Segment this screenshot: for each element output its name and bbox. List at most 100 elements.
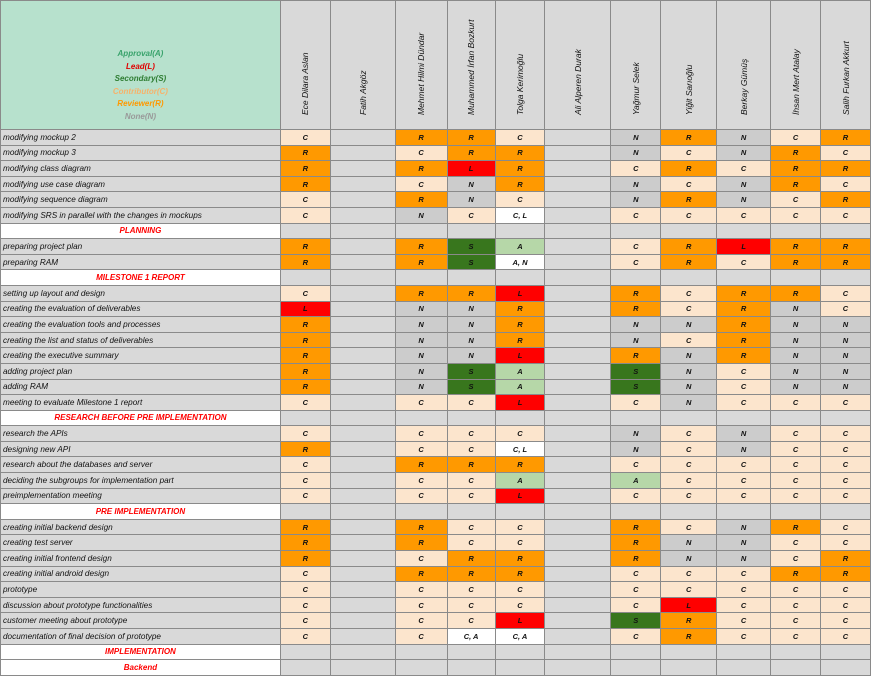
role-cell: C <box>446 581 496 598</box>
task-name: creating test server <box>0 534 281 552</box>
empty-cell <box>329 284 396 302</box>
member-header: İhsan Mert Atalay <box>770 0 821 130</box>
empty-cell <box>329 362 396 380</box>
empty-cell <box>329 409 396 427</box>
role-cell: R <box>610 347 662 364</box>
table-row: modifying sequence diagram C R N C N R N C R <box>0 191 871 208</box>
empty-cell <box>544 191 612 208</box>
role-cell: N <box>770 300 821 318</box>
role-cell: N <box>770 362 821 380</box>
empty-cell <box>329 191 396 208</box>
role-cell: R <box>770 144 821 162</box>
legend-item: Approval(A) <box>117 49 164 58</box>
empty-cell <box>544 144 612 162</box>
empty-cell <box>494 222 546 240</box>
table-row: creating test server R R C C R N N C C <box>0 534 871 552</box>
empty-cell <box>329 394 396 411</box>
task-name: research about the databases and server <box>0 456 281 474</box>
empty-cell <box>494 503 546 520</box>
role-cell: R <box>494 456 546 474</box>
table-row: preparing project plan R R S A C R L R R <box>0 238 871 255</box>
role-cell: L <box>660 596 718 614</box>
role-cell: L <box>716 238 772 255</box>
role-cell: R <box>610 550 662 567</box>
role-cell: N <box>446 300 496 318</box>
role-cell: C <box>610 581 662 598</box>
role-cell: R <box>820 253 871 271</box>
role-cell: N <box>770 316 821 333</box>
role-cell: N <box>770 331 821 349</box>
role-cell: R <box>770 284 821 302</box>
role-cell: C <box>394 472 448 489</box>
section-row: IMPLEMENTATION <box>0 643 871 661</box>
table-row: research the APIs C C C C N C N C C <box>0 425 871 442</box>
role-cell: C <box>446 518 496 536</box>
role-cell: C <box>394 628 448 645</box>
role-cell: C <box>820 300 871 318</box>
empty-cell <box>660 409 718 427</box>
empty-cell <box>544 222 612 240</box>
role-cell: R <box>446 284 496 302</box>
role-cell: C <box>494 534 546 552</box>
role-cell: R <box>820 160 871 177</box>
table-row: creating initial backend design R R C C R C N R C <box>0 518 871 536</box>
role-cell: C <box>770 440 821 458</box>
empty-cell <box>544 534 612 552</box>
role-cell: C <box>660 565 718 583</box>
role-cell: R <box>394 129 448 146</box>
task-name: creating the list and status of delivera… <box>0 331 281 349</box>
table-row: modifying use case diagram R C N R N C N R C <box>0 175 871 193</box>
empty-cell <box>610 269 662 286</box>
empty-cell <box>544 269 612 286</box>
role-cell: C <box>820 206 871 224</box>
table-row: adding RAM R N S A S N C N N <box>0 378 871 396</box>
role-cell: N <box>394 362 448 380</box>
empty-cell <box>544 362 612 380</box>
role-cell: C <box>716 394 772 411</box>
role-cell: C <box>820 534 871 552</box>
member-name: İhsan Mert Atalay <box>790 49 801 115</box>
role-cell: N <box>660 534 718 552</box>
empty-cell <box>770 659 821 676</box>
role-cell: C <box>394 144 448 162</box>
empty-cell <box>446 659 496 676</box>
role-cell: C <box>820 394 871 411</box>
role-cell: L <box>494 394 546 411</box>
role-cell: R <box>279 378 331 396</box>
role-cell: N <box>820 331 871 349</box>
role-cell: C <box>820 518 871 536</box>
table-row: creating the list and status of delivera… <box>0 331 871 349</box>
role-cell: C <box>446 487 496 505</box>
role-cell: R <box>279 144 331 162</box>
empty-cell <box>329 331 396 349</box>
role-cell: R <box>279 440 331 458</box>
empty-cell <box>544 238 612 255</box>
role-cell: C <box>820 175 871 193</box>
role-cell: R <box>820 129 871 146</box>
role-cell: N <box>716 175 772 193</box>
table-row: creating initial frontend design R C R R R N N C… <box>0 550 871 567</box>
member-header: Yağmur Selek <box>610 0 662 130</box>
role-cell: N <box>820 316 871 333</box>
role-cell: R <box>394 253 448 271</box>
role-cell: R <box>820 550 871 567</box>
empty-cell <box>394 503 448 520</box>
task-name: customer meeting about prototype <box>0 612 281 629</box>
empty-cell <box>544 394 612 411</box>
task-name: adding RAM <box>0 378 281 396</box>
role-cell: R <box>820 565 871 583</box>
role-cell: C <box>446 206 496 224</box>
empty-cell <box>544 284 612 302</box>
legend-item: Secondary(S) <box>114 74 167 83</box>
empty-cell <box>329 440 396 458</box>
section-title: IMPLEMENTATION <box>0 643 281 661</box>
empty-cell <box>544 550 612 567</box>
empty-cell <box>279 643 331 661</box>
role-cell: C <box>770 534 821 552</box>
empty-cell <box>446 643 496 661</box>
role-cell: R <box>446 565 496 583</box>
empty-cell <box>329 550 396 567</box>
empty-cell <box>494 659 546 676</box>
legend: Approval(A) Lead(L) Secondary(S) Contributo… <box>0 0 281 130</box>
